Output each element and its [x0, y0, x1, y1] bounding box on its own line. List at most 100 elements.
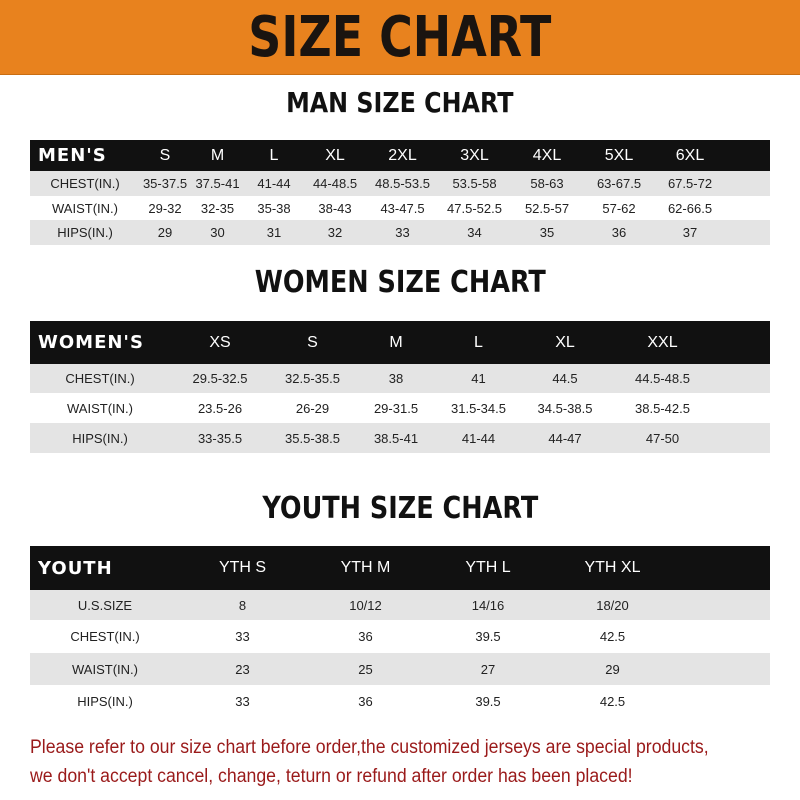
- measurement-cell: 29: [140, 220, 190, 245]
- notice-line-2: we don't accept cancel, change, teturn o…: [30, 766, 633, 787]
- measurement-cell: 67.5-72: [655, 171, 725, 196]
- measurement-cell: 29-31.5: [355, 393, 437, 423]
- empty-cell: [675, 620, 770, 653]
- table-row: WAIST(IN.) 29-32 32-35 35-38 38-43 43-47.5 47.…: [30, 196, 770, 220]
- measurement-cell: 57-62: [583, 196, 655, 220]
- measurement-cell: 58-63: [511, 171, 583, 196]
- size-header-cell: XXL: [610, 321, 715, 364]
- header-row: MEN'S S M L XL 2XL 3XL 4XL 5XL 6XL: [30, 140, 770, 171]
- size-header-cell: XL: [303, 140, 367, 171]
- table-corner-label: MEN'S: [30, 140, 140, 171]
- measurement-cell: 52.5-57: [511, 196, 583, 220]
- measurement-cell: 27: [426, 653, 550, 685]
- men-section-title: MAN SIZE CHART: [0, 86, 800, 119]
- women-title-text: WOMEN SIZE CHART: [254, 265, 546, 300]
- row-label: HIPS(IN.): [30, 685, 180, 717]
- measurement-cell: 62-66.5: [655, 196, 725, 220]
- size-header-cell: YTH XL: [550, 546, 675, 590]
- empty-cell: [715, 364, 770, 393]
- measurement-cell: 38.5-42.5: [610, 393, 715, 423]
- measurement-cell: 26-29: [270, 393, 355, 423]
- measurement-cell: 63-67.5: [583, 171, 655, 196]
- measurement-cell: 32-35: [190, 196, 245, 220]
- youth-section-title: YOUTH SIZE CHART: [0, 491, 800, 526]
- row-label: CHEST(IN.): [30, 171, 140, 196]
- empty-cell: [725, 171, 770, 196]
- size-header-cell: 3XL: [438, 140, 511, 171]
- measurement-cell: 35-38: [245, 196, 303, 220]
- size-header-cell: M: [190, 140, 245, 171]
- measurement-cell: 35: [511, 220, 583, 245]
- order-notice: Please refer to our size chart before or…: [30, 733, 737, 791]
- measurement-cell: 48.5-53.5: [367, 171, 438, 196]
- empty-cell: [725, 140, 770, 171]
- measurement-cell: 8: [180, 590, 305, 620]
- row-label: CHEST(IN.): [30, 620, 180, 653]
- row-label: HIPS(IN.): [30, 423, 170, 453]
- header-row: YOUTH YTH S YTH M YTH L YTH XL: [30, 546, 770, 590]
- table-row: U.S.SIZE 8 10/12 14/16 18/20: [30, 590, 770, 620]
- measurement-cell: 29-32: [140, 196, 190, 220]
- table-row: CHEST(IN.) 29.5-32.5 32.5-35.5 38 41 44.5 44.5…: [30, 364, 770, 393]
- empty-cell: [725, 220, 770, 245]
- men-size-table: MEN'S S M L XL 2XL 3XL 4XL 5XL 6XL CHEST(IN.) 35-37…: [30, 140, 770, 245]
- row-label: WAIST(IN.): [30, 393, 170, 423]
- banner-title: SIZE CHART: [248, 4, 552, 70]
- empty-cell: [725, 196, 770, 220]
- measurement-cell: 30: [190, 220, 245, 245]
- measurement-cell: 44-47: [520, 423, 610, 453]
- size-header-cell: S: [270, 321, 355, 364]
- table-row: WAIST(IN.) 23.5-26 26-29 29-31.5 31.5-34.5 34…: [30, 393, 770, 423]
- size-header-cell: L: [437, 321, 520, 364]
- empty-cell: [715, 393, 770, 423]
- measurement-cell: 38.5-41: [355, 423, 437, 453]
- size-header-cell: XS: [170, 321, 270, 364]
- row-label: CHEST(IN.): [30, 364, 170, 393]
- measurement-cell: 36: [583, 220, 655, 245]
- size-header-cell: L: [245, 140, 303, 171]
- row-label: WAIST(IN.): [30, 196, 140, 220]
- men-title-text: MAN SIZE CHART: [286, 86, 514, 119]
- measurement-cell: 41-44: [437, 423, 520, 453]
- size-header-cell: XL: [520, 321, 610, 364]
- table-corner-label: YOUTH: [30, 546, 180, 590]
- size-header-cell: 5XL: [583, 140, 655, 171]
- measurement-cell: 33-35.5: [170, 423, 270, 453]
- measurement-cell: 44.5-48.5: [610, 364, 715, 393]
- measurement-cell: 34: [438, 220, 511, 245]
- measurement-cell: 31.5-34.5: [437, 393, 520, 423]
- size-header-cell: 6XL: [655, 140, 725, 171]
- measurement-cell: 36: [305, 685, 426, 717]
- measurement-cell: 36: [305, 620, 426, 653]
- measurement-cell: 47.5-52.5: [438, 196, 511, 220]
- row-label: U.S.SIZE: [30, 590, 180, 620]
- measurement-cell: 38-43: [303, 196, 367, 220]
- measurement-cell: 41: [437, 364, 520, 393]
- measurement-cell: 39.5: [426, 620, 550, 653]
- measurement-cell: 34.5-38.5: [520, 393, 610, 423]
- table-corner-label: WOMEN'S: [30, 321, 170, 364]
- measurement-cell: 39.5: [426, 685, 550, 717]
- measurement-cell: 23: [180, 653, 305, 685]
- size-header-cell: YTH M: [305, 546, 426, 590]
- measurement-cell: 35.5-38.5: [270, 423, 355, 453]
- measurement-cell: 37: [655, 220, 725, 245]
- measurement-cell: 33: [367, 220, 438, 245]
- measurement-cell: 44.5: [520, 364, 610, 393]
- empty-cell: [675, 653, 770, 685]
- row-label: HIPS(IN.): [30, 220, 140, 245]
- empty-cell: [715, 321, 770, 364]
- empty-cell: [675, 590, 770, 620]
- size-chart-banner: SIZE CHART: [0, 0, 800, 75]
- table-row: HIPS(IN.) 33-35.5 35.5-38.5 38.5-41 41-44 44-…: [30, 423, 770, 453]
- youth-title-text: YOUTH SIZE CHART: [262, 491, 538, 526]
- size-header-cell: S: [140, 140, 190, 171]
- measurement-cell: 37.5-41: [190, 171, 245, 196]
- measurement-cell: 31: [245, 220, 303, 245]
- table-row: CHEST(IN.) 35-37.5 37.5-41 41-44 44-48.5 48.5…: [30, 171, 770, 196]
- row-label: WAIST(IN.): [30, 653, 180, 685]
- size-header-cell: 2XL: [367, 140, 438, 171]
- measurement-cell: 41-44: [245, 171, 303, 196]
- size-header-cell: 4XL: [511, 140, 583, 171]
- women-size-table: WOMEN'S XS S M L XL XXL CHEST(IN.) 29.5-32.5 32.5…: [30, 321, 770, 453]
